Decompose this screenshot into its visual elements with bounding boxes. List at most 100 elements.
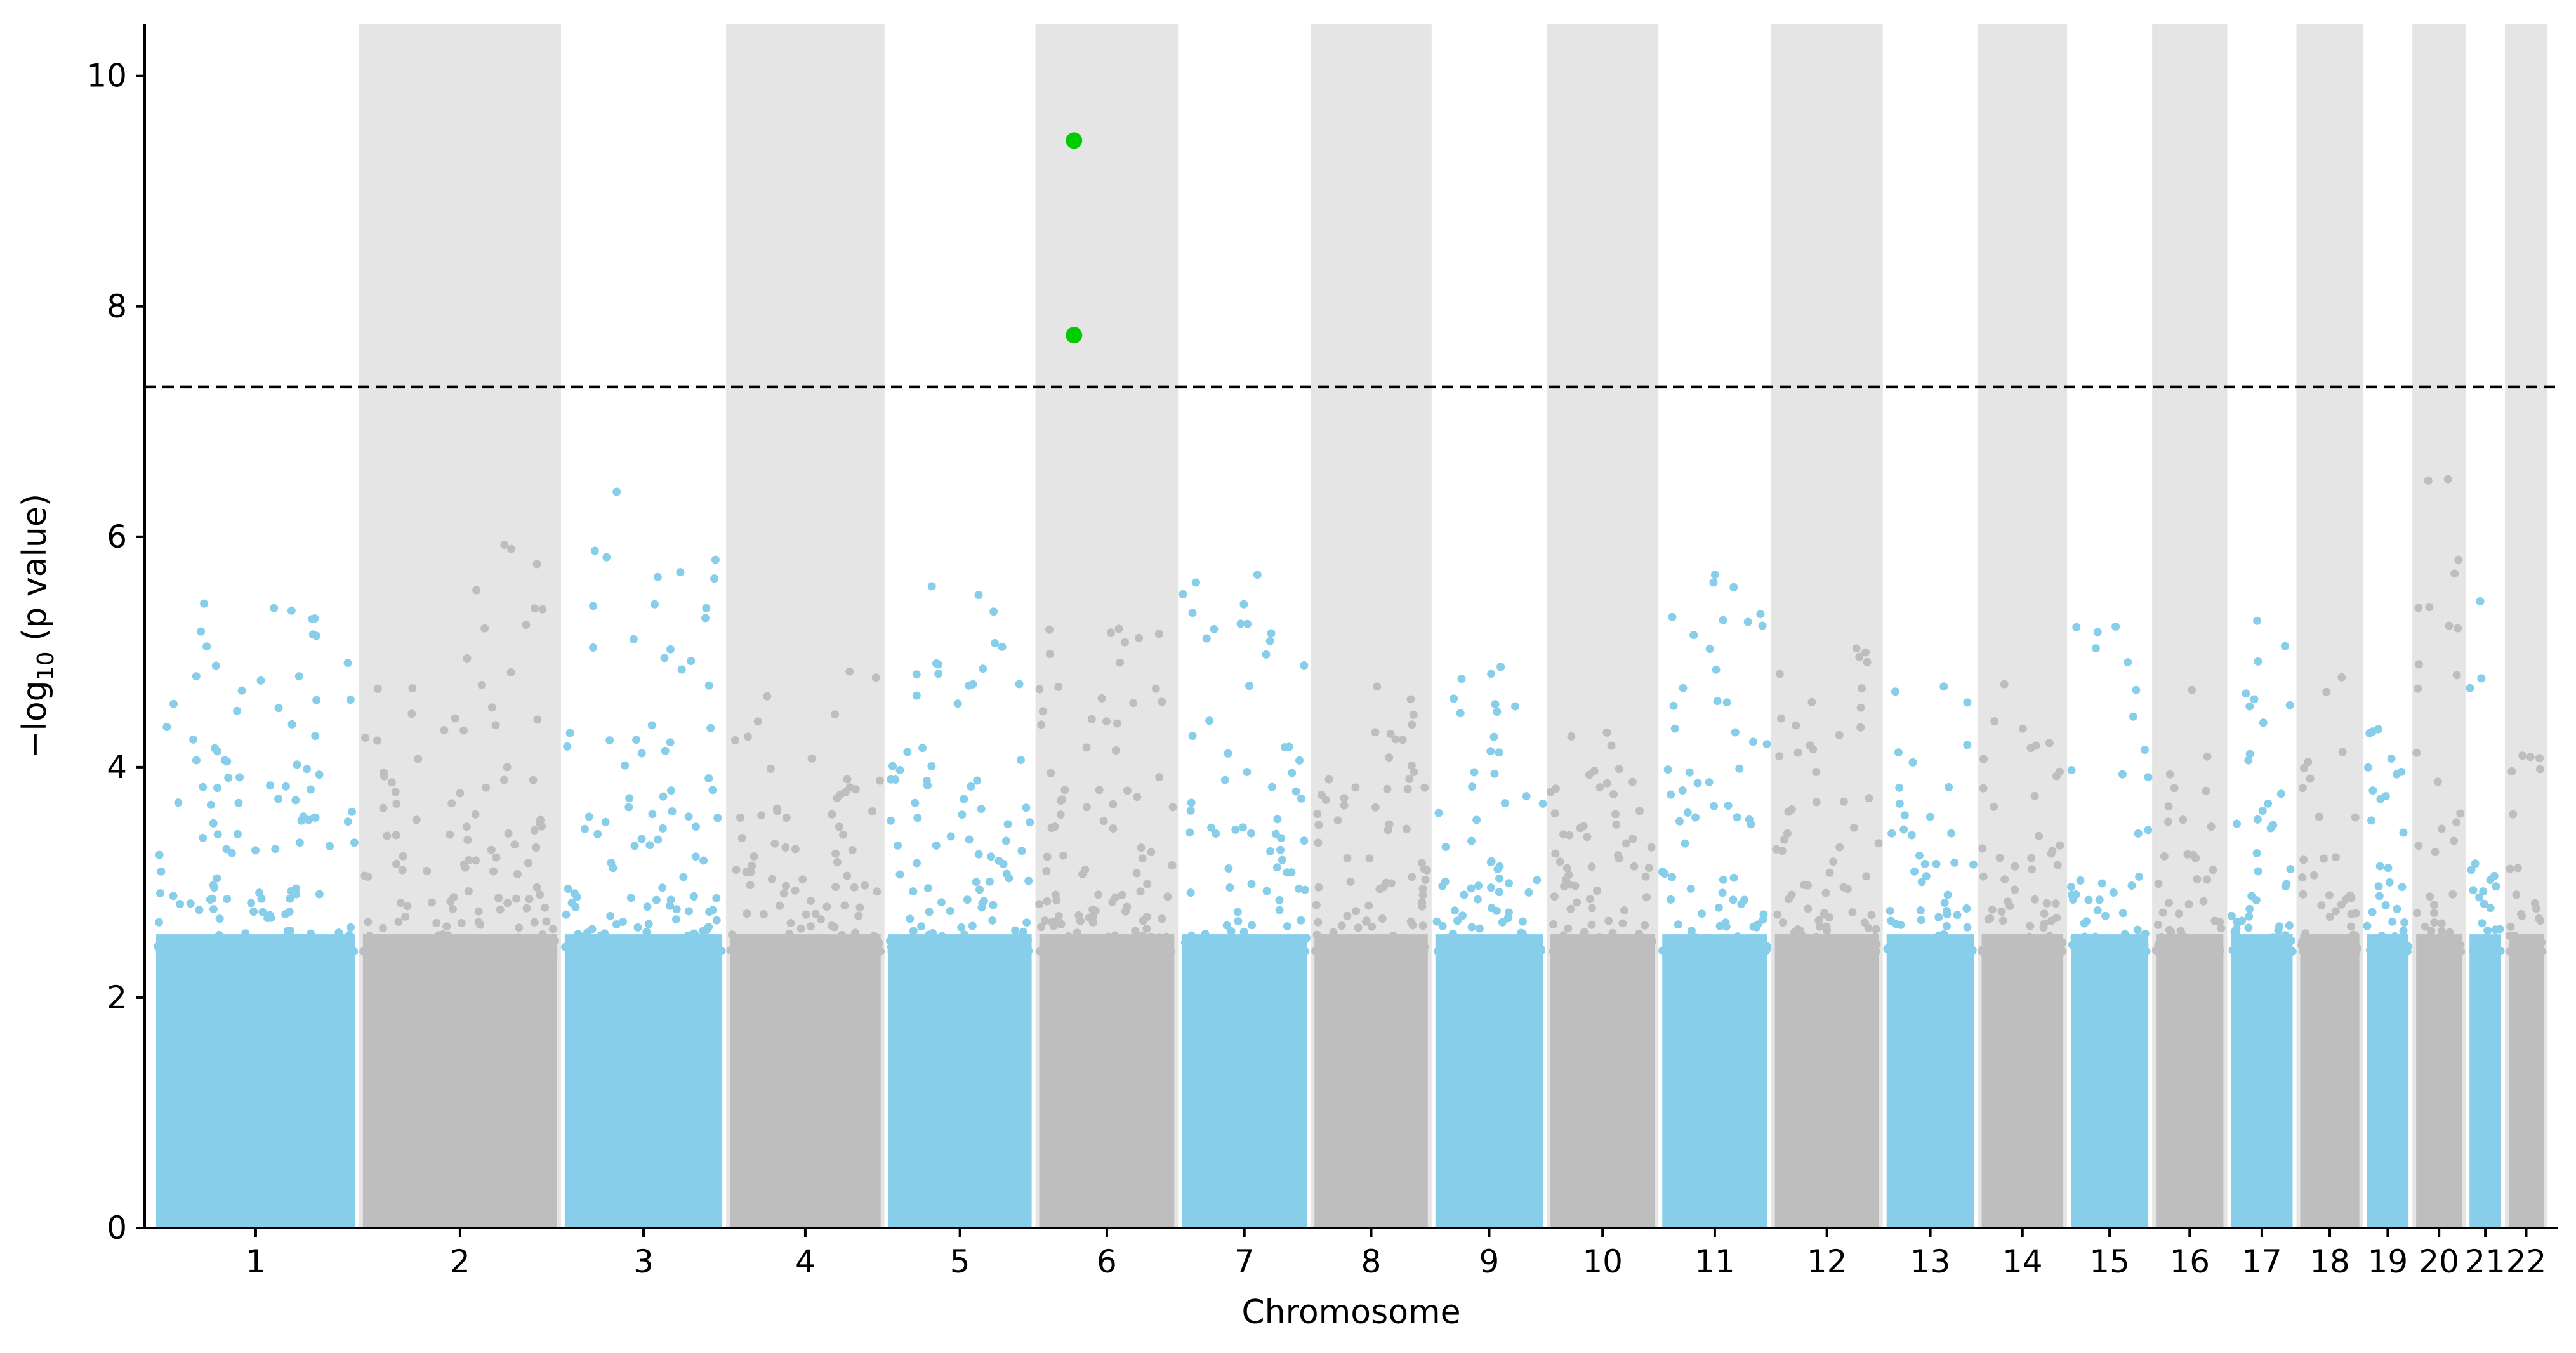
snp-point bbox=[938, 947, 947, 956]
snp-point bbox=[407, 710, 416, 718]
snp-point bbox=[839, 830, 847, 839]
snp-point bbox=[1458, 911, 1467, 920]
snp-point bbox=[1155, 773, 1164, 782]
snp-point bbox=[1158, 697, 1166, 706]
snp-point bbox=[1809, 745, 1818, 753]
snp-point bbox=[1668, 612, 1677, 621]
snp-point bbox=[590, 546, 599, 555]
snp-point bbox=[2512, 890, 2521, 899]
peak-point-chr11 bbox=[1710, 571, 1719, 579]
snp-point bbox=[706, 947, 715, 956]
snp-point bbox=[2199, 897, 2208, 906]
snp-point bbox=[1192, 578, 1200, 587]
snp-point bbox=[1272, 863, 1281, 872]
snp-point bbox=[1790, 928, 1799, 937]
snp-point bbox=[675, 935, 684, 944]
snp-point bbox=[1088, 918, 1097, 927]
snp-point bbox=[512, 894, 520, 903]
peak-point-chr10 bbox=[1602, 728, 1611, 737]
snps-chr22 bbox=[2505, 751, 2547, 1228]
snp-point bbox=[536, 815, 545, 824]
snp-point bbox=[2080, 932, 2089, 941]
snps-chr5 bbox=[885, 582, 1034, 1228]
snp-point bbox=[909, 887, 918, 896]
snp-point bbox=[1775, 670, 1784, 678]
snp-point bbox=[1984, 915, 1993, 924]
snp-point bbox=[861, 881, 869, 890]
snp-point bbox=[2249, 944, 2258, 953]
snp-point bbox=[642, 927, 651, 936]
snp-point bbox=[462, 822, 471, 831]
snp-point bbox=[1978, 844, 1987, 853]
snp-point bbox=[821, 947, 829, 956]
snp-point bbox=[1467, 836, 1476, 845]
snp-point bbox=[303, 765, 312, 774]
snp-point bbox=[2364, 763, 2372, 772]
snp-point bbox=[629, 635, 638, 644]
snp-point bbox=[2310, 946, 2319, 954]
snp-point bbox=[1201, 930, 1210, 939]
snp-point bbox=[874, 937, 883, 946]
snp-point bbox=[1163, 892, 1172, 901]
snp-point bbox=[873, 887, 882, 896]
snp-point bbox=[1240, 946, 1249, 954]
snp-point bbox=[2513, 947, 2521, 956]
snp-point bbox=[1060, 786, 1069, 795]
snp-point bbox=[1687, 944, 1696, 953]
snp-point bbox=[1715, 947, 1724, 956]
snp-point bbox=[394, 918, 403, 926]
snp-point bbox=[573, 947, 582, 956]
snp-point bbox=[1116, 947, 1125, 956]
snp-point bbox=[1231, 825, 1240, 834]
snp-point bbox=[585, 812, 593, 821]
snp-point bbox=[1111, 893, 1120, 902]
snp-point bbox=[1997, 907, 2006, 916]
snp-point bbox=[1557, 935, 1566, 944]
snp-point bbox=[2118, 909, 2127, 918]
snp-point bbox=[1667, 895, 1675, 904]
snp-point bbox=[1453, 916, 1462, 925]
snp-point bbox=[2518, 911, 2526, 920]
snp-point bbox=[861, 945, 870, 953]
snp-point bbox=[1059, 851, 1068, 860]
snp-point bbox=[2425, 603, 2434, 612]
snp-mass-chr9 bbox=[1435, 934, 1543, 1228]
snp-point bbox=[1495, 748, 1503, 757]
snp-point bbox=[1925, 812, 1934, 821]
snp-point bbox=[222, 845, 231, 854]
snp-point bbox=[2026, 744, 2035, 753]
snps-chr20 bbox=[2412, 475, 2466, 1228]
snp-point bbox=[1756, 938, 1765, 947]
snp-point bbox=[589, 644, 598, 652]
snp-point bbox=[798, 875, 807, 884]
snp-point bbox=[602, 553, 611, 562]
snp-point bbox=[2304, 758, 2313, 767]
snp-point bbox=[2450, 569, 2459, 578]
snp-point bbox=[1909, 940, 1918, 949]
snp-point bbox=[1368, 947, 1377, 956]
snp-point bbox=[2165, 899, 2174, 908]
snp-point bbox=[246, 940, 255, 949]
snp-point bbox=[743, 909, 751, 918]
snp-point bbox=[241, 929, 250, 938]
snp-mass-chr7 bbox=[1182, 934, 1307, 1228]
snp-point bbox=[1891, 920, 1900, 928]
snp-point bbox=[1047, 769, 1055, 777]
snp-point bbox=[1793, 748, 1802, 757]
snp-point bbox=[899, 935, 908, 944]
snp-point bbox=[2144, 773, 2153, 782]
snp-point bbox=[1816, 935, 1825, 944]
snp-point bbox=[831, 940, 840, 948]
snp-point bbox=[1473, 895, 1482, 904]
snp-point bbox=[2399, 828, 2408, 837]
snp-point bbox=[2450, 836, 2459, 845]
snp-point bbox=[1639, 940, 1648, 949]
snp-point bbox=[1658, 946, 1667, 955]
snps-chr11 bbox=[1658, 571, 1771, 1228]
snp-point bbox=[472, 856, 480, 865]
snp-point bbox=[1118, 890, 1126, 899]
snp-point bbox=[1943, 910, 1952, 918]
snp-point bbox=[1121, 907, 1130, 916]
snp-point bbox=[312, 696, 321, 704]
